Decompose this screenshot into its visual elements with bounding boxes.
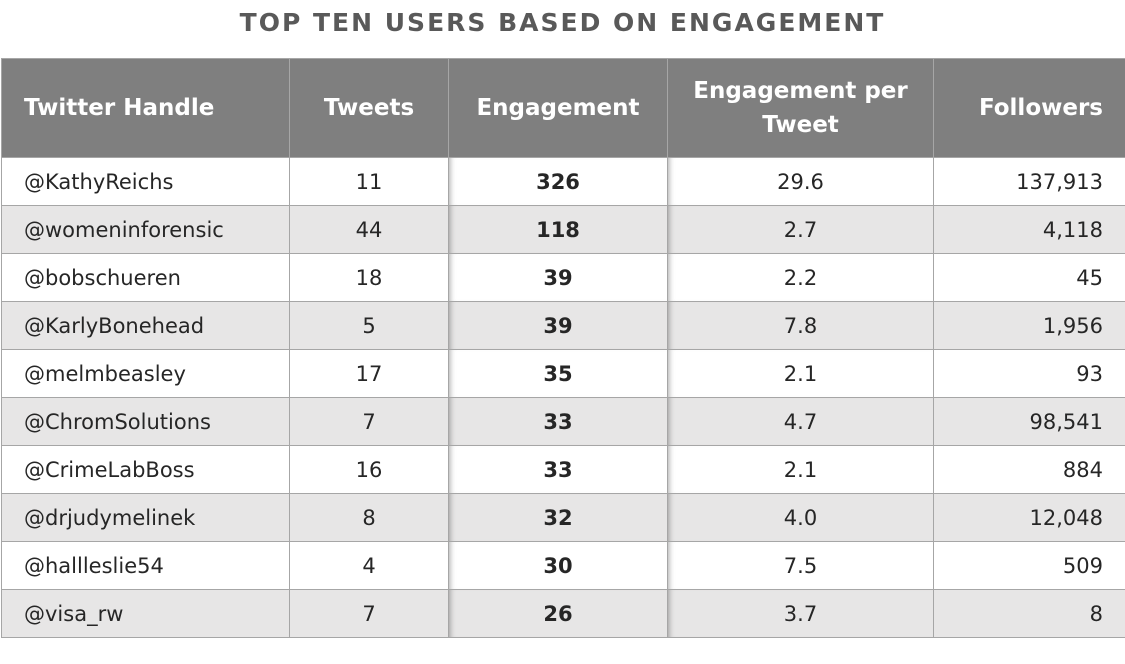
cell-tweets: 4 <box>289 541 449 590</box>
cell-tweets: 17 <box>289 349 449 398</box>
cell-engagement-per-tweet: 7.5 <box>667 541 934 590</box>
table-row: @CrimeLabBoss 16 33 2.1 884 <box>1 445 1125 494</box>
cell-followers: 1,956 <box>933 301 1125 350</box>
table-row: @drjudymelinek 8 32 4.0 12,048 <box>1 493 1125 542</box>
engagement-table: Twitter Handle Tweets Engagement Engagem… <box>1 58 1125 638</box>
cell-twitter-handle: @drjudymelinek <box>1 493 290 542</box>
cell-engagement-per-tweet: 4.0 <box>667 493 934 542</box>
cell-twitter-handle: @KarlyBonehead <box>1 301 290 350</box>
cell-engagement-per-tweet: 2.7 <box>667 205 934 254</box>
cell-tweets: 7 <box>289 589 449 638</box>
cell-followers: 509 <box>933 541 1125 590</box>
cell-twitter-handle: @melmbeasley <box>1 349 290 398</box>
cell-tweets: 7 <box>289 397 449 446</box>
cell-engagement: 26 <box>448 589 668 638</box>
column-header-engagement: Engagement <box>448 58 668 158</box>
table-row: @ChromSolutions 7 33 4.7 98,541 <box>1 397 1125 446</box>
cell-tweets: 44 <box>289 205 449 254</box>
table-row: @womeninforensic 44 118 2.7 4,118 <box>1 205 1125 254</box>
table-row: @KathyReichs 11 326 29.6 137,913 <box>1 157 1125 206</box>
column-header-twitter-handle: Twitter Handle <box>1 58 290 158</box>
cell-engagement: 32 <box>448 493 668 542</box>
table-body: @KathyReichs 11 326 29.6 137,913 @womeninfore… <box>1 157 1125 638</box>
cell-engagement: 326 <box>448 157 668 206</box>
cell-followers: 45 <box>933 253 1125 302</box>
cell-tweets: 16 <box>289 445 449 494</box>
cell-engagement-per-tweet: 2.1 <box>667 445 934 494</box>
cell-engagement-per-tweet: 4.7 <box>667 397 934 446</box>
table-row: @bobschueren 18 39 2.2 45 <box>1 253 1125 302</box>
column-header-engagement-per-tweet: Engagement per Tweet <box>667 58 934 158</box>
table-row: @KarlyBonehead 5 39 7.8 1,956 <box>1 301 1125 350</box>
cell-engagement: 39 <box>448 301 668 350</box>
cell-tweets: 5 <box>289 301 449 350</box>
cell-followers: 98,541 <box>933 397 1125 446</box>
cell-twitter-handle: @CrimeLabBoss <box>1 445 290 494</box>
cell-twitter-handle: @visa_rw <box>1 589 290 638</box>
cell-followers: 884 <box>933 445 1125 494</box>
table-row: @melmbeasley 17 35 2.1 93 <box>1 349 1125 398</box>
cell-engagement-per-tweet: 2.1 <box>667 349 934 398</box>
cell-tweets: 11 <box>289 157 449 206</box>
cell-followers: 8 <box>933 589 1125 638</box>
cell-tweets: 18 <box>289 253 449 302</box>
cell-twitter-handle: @womeninforensic <box>1 205 290 254</box>
cell-engagement: 33 <box>448 445 668 494</box>
cell-tweets: 8 <box>289 493 449 542</box>
table-row: @visa_rw 7 26 3.7 8 <box>1 589 1125 638</box>
chart-title: TOP TEN USERS BASED ON ENGAGEMENT <box>239 8 886 37</box>
cell-engagement-per-tweet: 2.2 <box>667 253 934 302</box>
table-row: @hallleslie54 4 30 7.5 509 <box>1 541 1125 590</box>
cell-followers: 93 <box>933 349 1125 398</box>
cell-followers: 12,048 <box>933 493 1125 542</box>
cell-followers: 4,118 <box>933 205 1125 254</box>
cell-twitter-handle: @ChromSolutions <box>1 397 290 446</box>
column-header-followers: Followers <box>933 58 1125 158</box>
cell-engagement-per-tweet: 3.7 <box>667 589 934 638</box>
cell-engagement: 39 <box>448 253 668 302</box>
cell-engagement: 30 <box>448 541 668 590</box>
cell-twitter-handle: @hallleslie54 <box>1 541 290 590</box>
cell-engagement: 35 <box>448 349 668 398</box>
cell-twitter-handle: @KathyReichs <box>1 157 290 206</box>
column-header-tweets: Tweets <box>289 58 449 158</box>
cell-engagement: 33 <box>448 397 668 446</box>
cell-twitter-handle: @bobschueren <box>1 253 290 302</box>
cell-followers: 137,913 <box>933 157 1125 206</box>
header-row: Twitter Handle Tweets Engagement Engagem… <box>1 58 1125 158</box>
cell-engagement-per-tweet: 29.6 <box>667 157 934 206</box>
cell-engagement-per-tweet: 7.8 <box>667 301 934 350</box>
cell-engagement: 118 <box>448 205 668 254</box>
